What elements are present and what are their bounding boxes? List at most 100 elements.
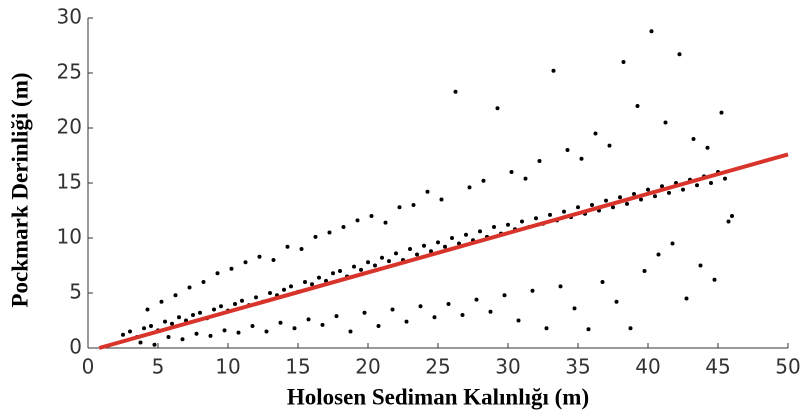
point <box>474 297 479 302</box>
point <box>544 326 549 331</box>
point <box>695 183 699 188</box>
point <box>373 263 377 268</box>
point <box>240 298 244 303</box>
point <box>187 285 192 290</box>
point <box>222 328 227 333</box>
x-tick-label: 45 <box>705 355 730 379</box>
point <box>670 241 675 246</box>
y-tick-label: 20 <box>57 115 82 139</box>
point <box>313 234 318 239</box>
point <box>180 337 185 342</box>
x-tick-label: 30 <box>495 355 520 379</box>
point <box>198 310 202 315</box>
point <box>422 243 426 248</box>
point <box>635 104 640 108</box>
point <box>348 329 353 334</box>
point <box>233 302 237 306</box>
point <box>684 296 689 301</box>
point <box>292 326 297 331</box>
point <box>380 255 384 260</box>
point <box>194 331 199 336</box>
point <box>516 318 521 323</box>
point <box>320 322 325 327</box>
point <box>408 247 412 251</box>
point <box>366 260 370 265</box>
point <box>509 170 514 174</box>
x-tick-label: 0 <box>82 355 95 379</box>
point <box>159 299 164 304</box>
point <box>250 324 255 328</box>
point <box>614 299 619 304</box>
point <box>285 244 290 249</box>
point <box>593 131 598 136</box>
point <box>327 230 332 235</box>
point <box>600 280 605 284</box>
point <box>121 332 125 337</box>
point <box>691 137 696 141</box>
point <box>201 280 206 284</box>
point <box>726 219 731 224</box>
point <box>492 225 496 229</box>
point <box>317 275 321 280</box>
y-tick-label: 0 <box>69 335 82 359</box>
point <box>208 333 213 338</box>
point <box>215 271 220 276</box>
point <box>404 319 409 324</box>
point <box>257 254 262 259</box>
point <box>334 314 339 319</box>
point <box>443 244 447 249</box>
point <box>572 306 577 311</box>
point <box>488 309 493 314</box>
x-tick-label: 10 <box>215 355 240 379</box>
point <box>642 269 647 273</box>
point <box>446 302 451 306</box>
point <box>219 304 223 309</box>
point <box>264 329 269 334</box>
point <box>310 282 314 287</box>
point <box>576 205 580 210</box>
point <box>565 148 570 152</box>
point <box>369 214 374 218</box>
point <box>254 295 258 300</box>
point <box>506 222 510 227</box>
point <box>590 203 594 207</box>
point <box>429 249 433 254</box>
point <box>548 212 552 217</box>
point <box>362 310 367 315</box>
y-tick-label: 10 <box>57 225 82 249</box>
point <box>268 291 272 295</box>
x-tick-label: 15 <box>285 355 310 379</box>
point <box>170 321 174 326</box>
point <box>681 187 685 192</box>
point <box>145 307 150 312</box>
point <box>520 219 524 224</box>
point <box>229 266 234 271</box>
point <box>502 293 507 298</box>
trend-line <box>98 152 789 350</box>
point <box>649 29 654 34</box>
point <box>359 267 363 272</box>
point <box>464 232 468 237</box>
point <box>271 258 276 262</box>
point <box>579 156 584 161</box>
point <box>163 319 167 324</box>
point <box>667 190 671 195</box>
y-tick-label: 30 <box>57 5 82 29</box>
point <box>331 271 335 276</box>
point <box>607 143 612 148</box>
point <box>282 287 286 292</box>
point <box>390 307 395 312</box>
point <box>719 110 724 115</box>
point <box>289 284 293 289</box>
point <box>663 120 668 125</box>
point <box>723 176 727 181</box>
point <box>243 260 248 265</box>
point <box>212 307 216 312</box>
point <box>152 342 157 347</box>
point <box>352 264 356 269</box>
point <box>166 335 171 339</box>
y-tick-label: 25 <box>57 60 82 84</box>
point <box>415 252 419 257</box>
x-tick-label: 20 <box>355 355 380 379</box>
